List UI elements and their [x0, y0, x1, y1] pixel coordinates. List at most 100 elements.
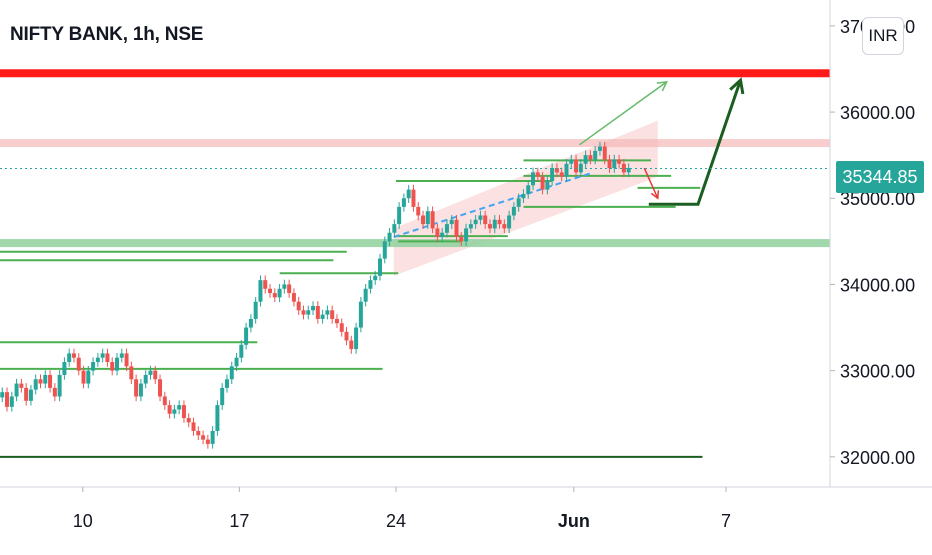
- candle-body: [301, 310, 306, 315]
- candle-body: [234, 357, 239, 367]
- candle-body: [421, 215, 426, 225]
- candle-body: [33, 379, 38, 390]
- candle-body: [521, 193, 526, 199]
- candle-body: [115, 357, 120, 371]
- candle: [14, 378, 19, 402]
- candle: [272, 288, 277, 303]
- candle-body: [416, 206, 421, 216]
- candle: [5, 387, 10, 412]
- candle: [483, 210, 488, 229]
- candle: [325, 305, 330, 320]
- x-tick-label: 7: [721, 511, 731, 531]
- candle-body: [569, 159, 574, 164]
- candle-body: [311, 305, 316, 311]
- candle: [406, 184, 411, 203]
- candle-body: [24, 387, 29, 401]
- candle-body: [449, 219, 454, 225]
- candle-body: [397, 206, 402, 225]
- candle-body: [48, 374, 53, 388]
- candle-body: [487, 224, 492, 229]
- candle: [554, 163, 559, 178]
- candle: [9, 391, 14, 412]
- candle-body: [597, 146, 602, 151]
- candle-body: [602, 146, 607, 160]
- candle-body: [162, 396, 167, 406]
- candle: [268, 284, 273, 298]
- candle: [167, 400, 172, 419]
- candle-body: [177, 405, 182, 410]
- candle: [62, 357, 67, 380]
- candle-body: [354, 327, 359, 350]
- candle: [425, 206, 430, 229]
- candle-body: [186, 418, 191, 423]
- candle: [593, 146, 598, 165]
- candle: [550, 163, 555, 186]
- candle: [607, 154, 612, 173]
- candle-body: [459, 237, 464, 242]
- candle-body: [502, 224, 507, 229]
- candle-body: [454, 219, 459, 238]
- candle: [67, 348, 72, 367]
- candle: [57, 370, 62, 402]
- candle-body: [339, 323, 344, 332]
- candle-body: [554, 168, 559, 173]
- candle-body: [205, 439, 210, 444]
- candle-body: [291, 293, 296, 302]
- candle-body: [253, 301, 258, 319]
- candle: [119, 348, 124, 363]
- x-tick-label: 24: [386, 511, 406, 531]
- candle-body: [220, 387, 225, 406]
- candle-body: [244, 327, 249, 345]
- candle: [617, 154, 622, 169]
- candle: [205, 434, 210, 449]
- candle-body: [57, 374, 62, 397]
- candle: [339, 318, 344, 337]
- candle: [401, 193, 406, 212]
- candle: [602, 141, 607, 165]
- candle-body: [535, 172, 540, 177]
- candle: [626, 163, 631, 178]
- candle-body: [306, 310, 311, 315]
- candle: [201, 430, 206, 445]
- up-arrow-large: [648, 79, 742, 206]
- candle: [397, 202, 402, 229]
- candle: [181, 400, 186, 423]
- candle-body: [272, 293, 277, 298]
- candle: [473, 215, 478, 229]
- candle-body: [277, 288, 282, 298]
- candle: [100, 348, 105, 363]
- candle-body: [315, 305, 320, 319]
- currency-button[interactable]: INR: [862, 17, 904, 55]
- candle-body: [181, 405, 186, 419]
- upper-band-line: [0, 139, 830, 148]
- candle: [363, 284, 368, 307]
- candle: [368, 275, 373, 294]
- candle-body: [215, 405, 220, 431]
- candle: [158, 374, 163, 402]
- candle: [564, 159, 569, 182]
- candle: [244, 322, 249, 350]
- candle: [535, 167, 540, 182]
- candle: [583, 150, 588, 169]
- x-tick-label: 17: [229, 511, 249, 531]
- candle-body: [239, 344, 244, 358]
- candle-body: [444, 224, 449, 233]
- candle-body: [330, 310, 335, 319]
- candle-body: [287, 284, 292, 294]
- candle-body: [282, 284, 287, 289]
- candle: [301, 305, 306, 320]
- candle-body: [516, 198, 521, 207]
- candle: [177, 400, 182, 415]
- candle: [248, 314, 253, 333]
- candle: [186, 413, 191, 428]
- candle: [392, 219, 397, 238]
- candle-body: [358, 301, 363, 328]
- candle: [559, 167, 564, 182]
- candle-body: [0, 392, 5, 398]
- candle: [134, 374, 139, 402]
- candle: [440, 227, 445, 242]
- candle: [444, 219, 449, 238]
- candle: [76, 352, 81, 376]
